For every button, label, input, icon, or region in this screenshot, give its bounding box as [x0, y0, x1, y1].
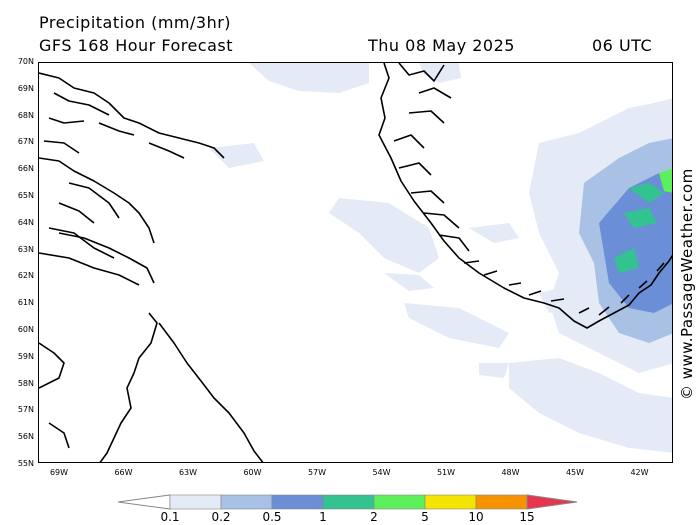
latitude-label: 61N	[17, 298, 34, 308]
model-forecast-label: GFS 168 Hour Forecast	[39, 36, 234, 55]
precip-colorbar	[118, 494, 578, 510]
longitude-label: 42W	[630, 468, 649, 477]
colorbar-segment	[271, 494, 324, 510]
latitude-label: 56N	[17, 432, 34, 442]
longitude-label: 48W	[501, 468, 520, 477]
latitude-label: 62N	[17, 271, 34, 281]
latitude-label: 69N	[17, 83, 34, 93]
colorbar-segment	[475, 494, 528, 510]
longitude-label: 51W	[436, 468, 456, 477]
latitude-label: 67N	[17, 137, 34, 147]
colorbar-min-arrow	[118, 494, 171, 510]
colorbar-segment	[373, 494, 426, 510]
longitude-label: 63W	[178, 468, 198, 477]
latitude-label: 66N	[17, 164, 34, 174]
colorbar-segment	[322, 494, 375, 510]
precipitation-map	[38, 62, 673, 463]
colorbar-level-label: 5	[421, 510, 429, 524]
precip-fields	[209, 63, 672, 453]
colorbar-level-label: 2	[370, 510, 378, 524]
longitude-label: 45W	[565, 468, 585, 477]
longitude-label: 60W	[243, 468, 262, 477]
chart-title: Precipitation (mm/3hr)	[39, 13, 232, 32]
colorbar-level-label: 0.5	[262, 510, 282, 524]
valid-time: 06 UTC	[592, 36, 653, 55]
latitude-label: 58N	[17, 378, 34, 388]
colorbar-level-label: 0.1	[160, 510, 180, 524]
colorbar-segment	[169, 494, 222, 510]
colorbar-max-arrow	[526, 494, 578, 510]
latitude-label: 60N	[17, 325, 34, 334]
latitude-label: 64N	[17, 217, 34, 227]
latitude-label: 63N	[17, 244, 34, 254]
longitude-label: 66W	[114, 468, 133, 477]
longitude-label: 54W	[372, 468, 391, 477]
colorbar-segment	[424, 494, 477, 510]
latitude-label: 57N	[17, 405, 34, 415]
map-canvas	[39, 63, 672, 462]
credit-watermark: © www.PassageWeather.com	[678, 168, 696, 400]
colorbar-level-label: 10	[468, 510, 484, 524]
latitude-label: 70N	[17, 57, 34, 66]
longitude-label: 57W	[307, 468, 327, 477]
coastlines	[39, 63, 672, 462]
latitude-label: 59N	[17, 351, 34, 361]
colorbar-level-label: 15	[519, 510, 535, 524]
latitude-label: 68N	[17, 110, 34, 120]
valid-date: Thu 08 May 2025	[368, 36, 515, 55]
colorbar-level-label: 0.2	[211, 510, 231, 524]
longitude-label: 69W	[49, 468, 69, 477]
latitude-label: 65N	[17, 191, 34, 200]
latitude-label: 55N	[17, 459, 34, 468]
colorbar-level-label: 1	[319, 510, 327, 524]
colorbar-segment	[220, 494, 273, 510]
